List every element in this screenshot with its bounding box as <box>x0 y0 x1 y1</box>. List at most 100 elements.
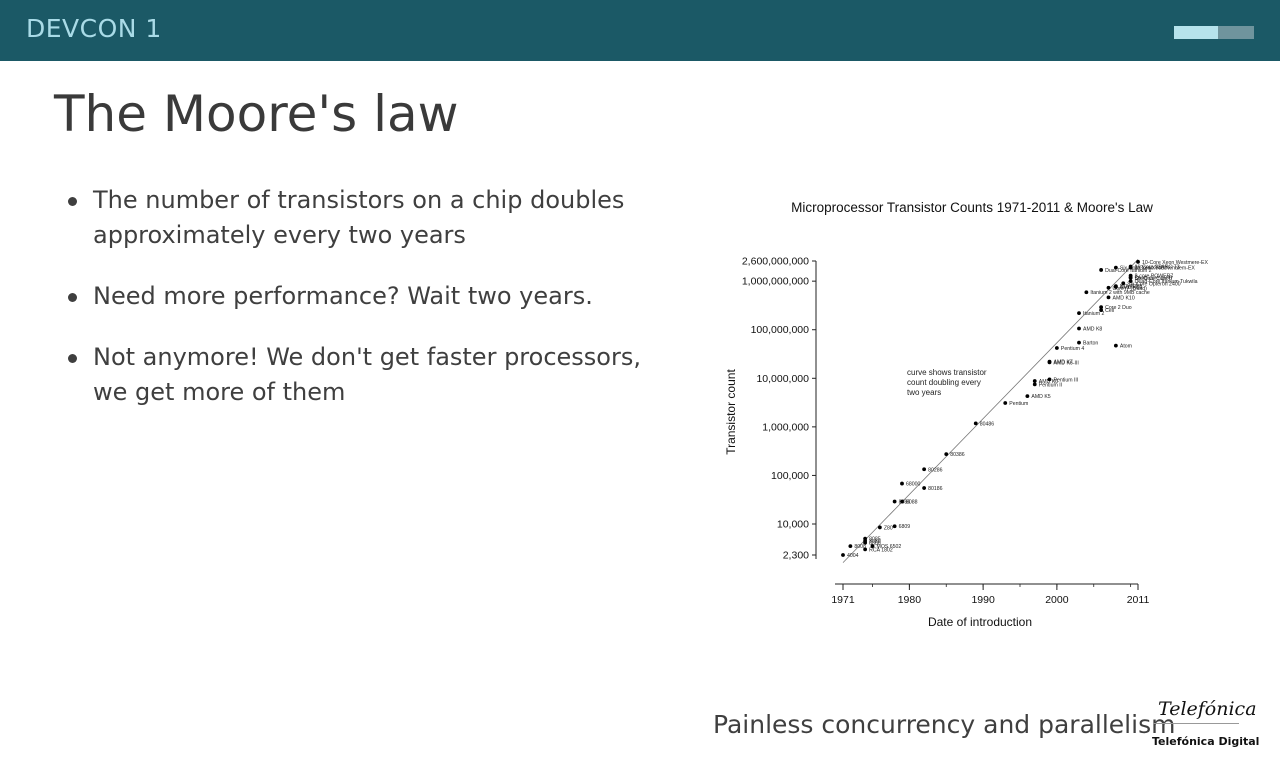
data-point <box>1025 394 1030 398</box>
data-point <box>973 421 978 426</box>
data-point-label: Cell <box>1105 308 1114 314</box>
slide-progress-bar <box>1174 26 1254 39</box>
data-point <box>1113 343 1118 348</box>
x-tick-label: 1990 <box>971 594 995 606</box>
data-point-label: 68000 <box>906 482 921 488</box>
y-tick-label: 10,000,000 <box>756 373 809 385</box>
chart-svg: Microprocessor Transistor Counts 1971-20… <box>724 200 1208 629</box>
data-point <box>1128 264 1133 269</box>
data-point <box>1084 290 1089 295</box>
data-point <box>1032 382 1037 387</box>
bullet-text: Not anymore! We don't get faster process… <box>93 343 641 406</box>
bullet-dot-icon <box>68 197 77 206</box>
logo-divider <box>1153 723 1239 724</box>
y-tick-label: 1,000,000 <box>762 421 809 433</box>
data-point <box>1077 340 1081 345</box>
data-point <box>892 499 897 504</box>
x-tick-label: 1971 <box>831 594 855 606</box>
data-point <box>1099 308 1104 313</box>
moores-law-chart: Microprocessor Transistor Counts 1971-20… <box>716 190 1216 635</box>
bullet-dot-icon <box>68 354 77 363</box>
data-point <box>1054 346 1059 350</box>
slide-title: The Moore's law <box>54 85 459 143</box>
data-point <box>841 553 845 557</box>
data-point <box>1106 295 1111 300</box>
y-tick-label: 2,600,000,000 <box>742 256 809 268</box>
data-point-label: 8086 <box>899 500 911 506</box>
data-point-label: Six-Core Opteron 2400 <box>1127 281 1180 287</box>
data-point-label: Barton <box>1083 341 1098 347</box>
data-point-label: 80286 <box>928 467 943 473</box>
y-tick-label: 10,000 <box>777 518 809 530</box>
data-point-label: 8-core POWER7 <box>1135 274 1174 280</box>
data-point <box>1113 265 1118 270</box>
logo-wordmark: Telefónica <box>1158 698 1257 720</box>
data-point <box>900 481 904 486</box>
data-point-label: 80186 <box>928 486 943 492</box>
data-point-label: 6800 <box>869 541 881 547</box>
data-point <box>900 499 904 504</box>
chart-title: Microprocessor Transistor Counts 1971-20… <box>791 200 1153 215</box>
data-point <box>877 525 882 530</box>
data-point-label: Itanium 2 with 9MB cache <box>1090 290 1150 296</box>
data-point-label: Pentium <box>1009 401 1028 407</box>
data-point-label: 8085 <box>869 537 881 543</box>
data-point-label: AMD K7 <box>1054 360 1073 366</box>
data-point <box>1121 281 1126 286</box>
data-point <box>1128 273 1133 278</box>
data-point-label: Six-Core Xeon 7400 <box>1120 266 1167 272</box>
data-point-label: Itanium 2 <box>1083 311 1104 317</box>
bullet-text: The number of transistors on a chip doub… <box>93 186 625 249</box>
data-point <box>892 524 897 529</box>
data-point-label: Atom <box>1120 344 1132 350</box>
data-point <box>863 547 868 552</box>
data-point-label: 10-Core Xeon Westmere-EX <box>1142 260 1208 266</box>
logo-subtitle: Telefónica Digital <box>1152 735 1260 748</box>
chart-y-axis-label: Transistor count <box>724 369 738 455</box>
data-point <box>848 544 853 549</box>
data-point-label: Pentium III <box>1054 377 1079 383</box>
data-point <box>1106 285 1111 290</box>
data-point-label: 6809 <box>899 524 911 530</box>
data-point <box>1099 268 1104 272</box>
data-point-label: 8-Core Xeon Nehalem-EX <box>1135 266 1196 272</box>
data-point <box>1077 311 1081 315</box>
data-point-label: 8008 <box>854 544 866 550</box>
data-point-label: 8088 <box>906 500 918 506</box>
data-point <box>1003 401 1008 405</box>
y-tick-label: 2,300 <box>783 550 809 562</box>
data-point-label: AMD K10 <box>1120 285 1142 291</box>
data-point-label: 4004 <box>847 553 859 559</box>
footer-caption: Painless concurrency and parallelism <box>713 710 1176 739</box>
y-tick-label: 1,000,000,000 <box>742 276 809 288</box>
bullet-item: Not anymore! We don't get faster process… <box>66 340 666 410</box>
bullet-item: Need more performance? Wait two years. <box>66 279 666 314</box>
data-point <box>1136 259 1140 264</box>
data-point-label: 8080 <box>869 539 881 545</box>
data-point-label: AMD K6-III <box>1054 360 1079 366</box>
chart-annotation-line: count doubling every <box>907 378 981 387</box>
data-point <box>870 544 875 548</box>
chart-annotation-line: curve shows transistor <box>907 368 987 377</box>
data-point <box>1032 379 1037 383</box>
bullet-list: The number of transistors on a chip doub… <box>66 183 666 436</box>
data-point-label: 80386 <box>950 452 965 458</box>
header-bar: DEVCON 1 <box>0 0 1280 61</box>
data-point-label: Core 2 Duo <box>1105 305 1132 311</box>
data-point <box>863 536 868 541</box>
data-point-label: Pentium 4 <box>1061 346 1084 352</box>
data-point-label: AMD K5 <box>1031 394 1050 400</box>
data-point <box>1099 305 1104 310</box>
data-point-label: AMD K10 <box>1113 295 1135 301</box>
brand-title: DEVCON 1 <box>26 14 162 43</box>
data-point <box>1113 284 1118 289</box>
data-point-label: Z80 <box>884 525 893 531</box>
data-point <box>1128 279 1133 284</box>
x-tick-label: 1980 <box>898 594 922 606</box>
data-point-label: MOS 6502 <box>877 544 902 550</box>
data-point-label: Pentium II <box>1039 382 1062 388</box>
bullet-item: The number of transistors on a chip doub… <box>66 183 666 253</box>
x-tick-label: 2000 <box>1045 594 1069 606</box>
chart-x-axis-label: Date of introduction <box>928 615 1032 629</box>
data-point <box>922 467 927 472</box>
